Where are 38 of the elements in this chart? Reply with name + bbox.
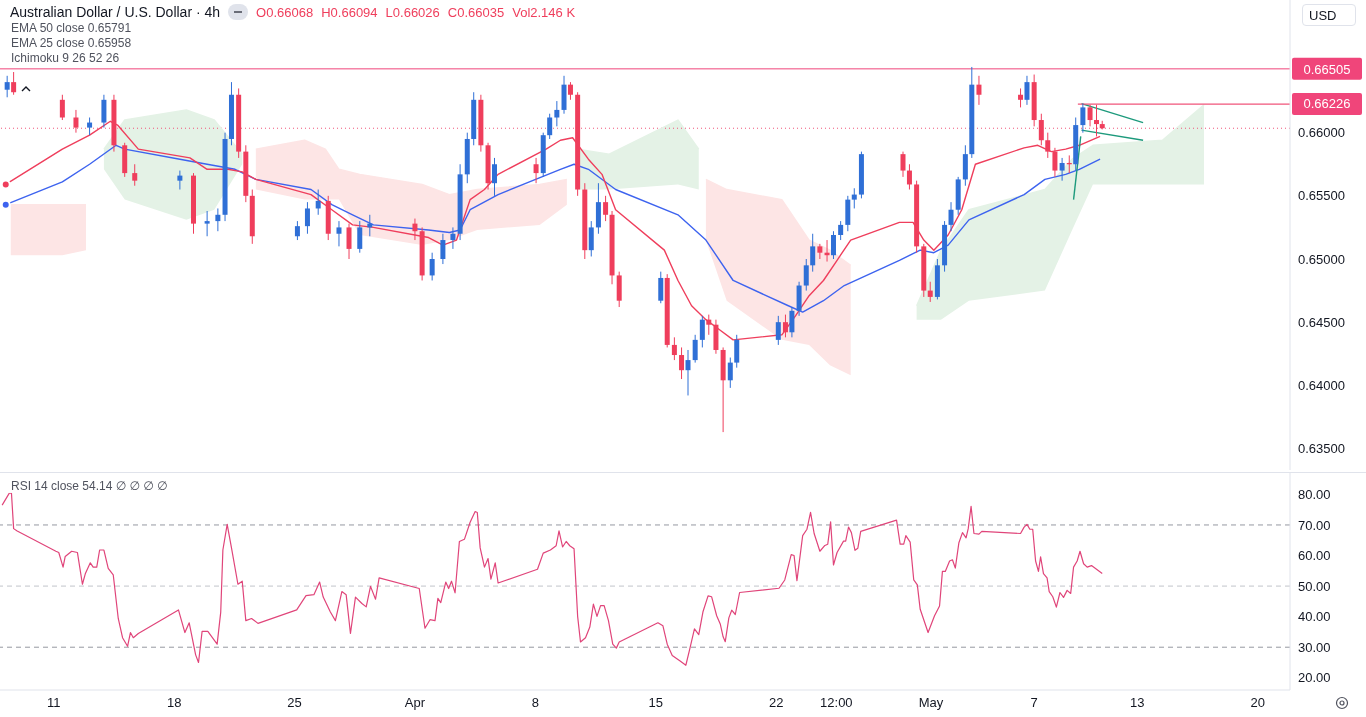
annotation: EMA 25 close 0.65958 [8, 36, 135, 50]
annotation: H0.66094 [321, 4, 378, 20]
y-tick-label: 50.00 [1298, 578, 1331, 594]
annotation: Vol2.146 K [512, 4, 576, 20]
x-tick-label: 22 [768, 695, 784, 711]
x-tick-label: 8 [531, 695, 539, 711]
x-tick-label: May [918, 695, 944, 711]
x-tick-label: 20 [1250, 695, 1265, 711]
x-tick-label: 12:00 [820, 695, 853, 711]
annotation: Ichimoku 9 26 52 26 [8, 51, 123, 65]
y-tick-label: 40.00 [1298, 609, 1331, 625]
y-tick-label: 0.65500 [1298, 188, 1345, 204]
y-tick-label: 0.63500 [1298, 441, 1345, 457]
ref-line-label: 0.66505 [1303, 61, 1351, 77]
annotation: C0.66035 [447, 4, 505, 20]
y-tick-label: 60.00 [1298, 548, 1331, 564]
chart-title: Australian Dollar / U.S. Dollar · 4h [10, 4, 221, 20]
x-tick-label: 11 [47, 695, 61, 711]
y-tick-label: 80.00 [1298, 487, 1331, 503]
annotation: O0.66068 [256, 4, 314, 20]
annotation: 0.66226 [1292, 93, 1362, 116]
y-tick-label: 0.64500 [1298, 314, 1345, 330]
y-tick-label: 0.65000 [1298, 251, 1345, 267]
y-tick-label: 70.00 [1298, 517, 1331, 533]
x-tick-label: 18 [166, 695, 182, 711]
y-tick-label: 20.00 [1298, 670, 1331, 686]
x-tick-label: 13 [1130, 695, 1145, 711]
x-tick-label: 15 [648, 695, 663, 711]
x-tick-label: 7 [1030, 695, 1038, 711]
y-tick-label: 30.00 [1298, 639, 1331, 655]
x-tick-label: Apr [404, 695, 426, 711]
annotation: RSI 14 close 54.14 ∅ ∅ ∅ ∅ [8, 479, 171, 493]
y-tick-label: 0.66000 [1298, 125, 1345, 141]
text: USD [1302, 4, 1356, 26]
x-tick-label: 25 [287, 695, 302, 711]
annotation: L0.66026 [385, 4, 440, 20]
y-tick-label: 0.64000 [1298, 377, 1345, 393]
annotation: EMA 50 close 0.65791 [8, 21, 135, 35]
